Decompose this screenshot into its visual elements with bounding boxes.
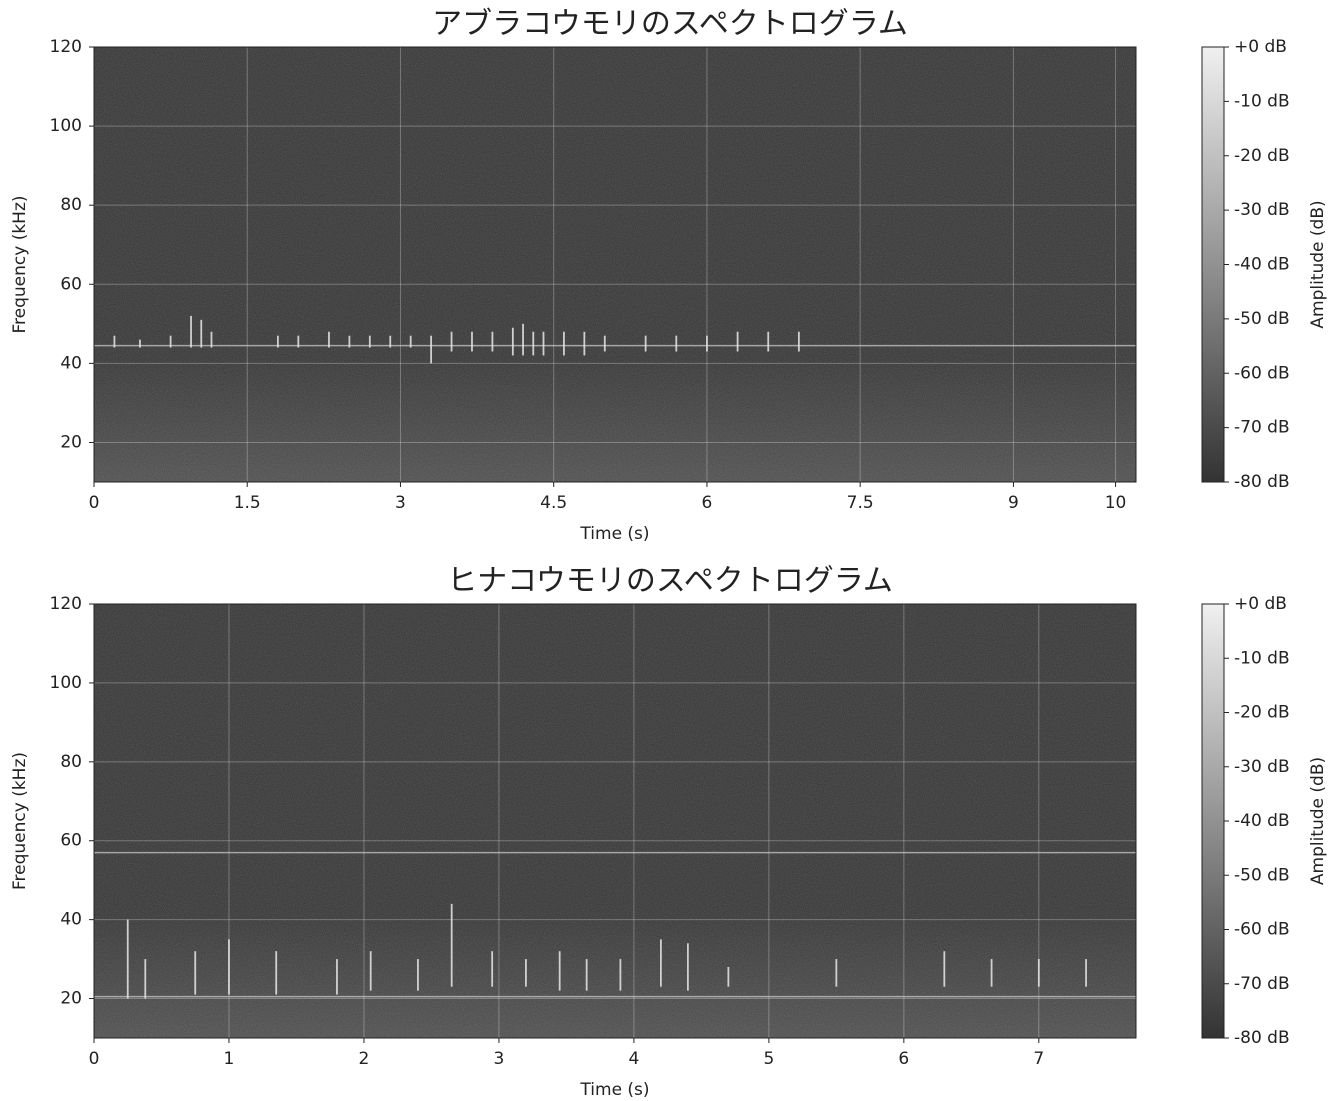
y-tick-label: 60 [60,831,82,851]
colorbar-tick-label: -80 dB [1234,472,1290,492]
colorbar-tick-label: +0 dB [1234,37,1287,57]
x-tick-label: 6 [898,1049,909,1069]
x-tick-label: 1 [224,1049,235,1069]
colorbar-tick-label: -40 dB [1234,811,1290,831]
colorbar-tick-label: -30 dB [1234,757,1290,777]
y-axis-label: Frequency (kHz) [10,195,30,333]
y-tick-label: 120 [50,594,82,614]
colorbar-tick-label: -30 dB [1234,200,1290,220]
x-tick-label: 6 [702,493,713,513]
x-tick-label: 10 [1105,493,1127,513]
y-axis-label: Frequency (kHz) [10,752,30,890]
colorbar-tick-label: -50 dB [1234,865,1290,885]
colorbar-tick-label: -10 dB [1234,91,1290,111]
colorbar-tick-label: -20 dB [1234,703,1290,723]
x-tick-label: 4 [628,1049,639,1069]
colorbar-tick-label: -40 dB [1234,255,1290,275]
chart-title: アブラコウモリのスペクトログラム [432,7,908,42]
colorbar-tick-label: -80 dB [1234,1028,1290,1048]
plot-frame [93,46,1137,483]
colorbar-tick-label: -50 dB [1234,309,1290,329]
colorbar-tick-label: -20 dB [1234,146,1290,166]
x-tick-label: 3 [494,1049,505,1069]
colorbar-tick-label: -70 dB [1234,418,1290,438]
x-tick-label: 5 [763,1049,774,1069]
low-frequency-band [94,360,1136,482]
colorbar-label: Amplitude (dB) [1308,757,1328,885]
colorbar [1201,46,1225,483]
plot-frame [93,603,1137,1039]
y-tick-label: 80 [60,752,82,772]
x-tick-label: 4.5 [540,493,567,513]
y-tick-label: 40 [60,910,82,930]
chart-title: ヒナコウモリのスペクトログラム [447,564,893,599]
y-tick-label: 80 [60,195,82,215]
y-tick-label: 20 [60,432,82,452]
x-tick-label: 7 [1033,1049,1044,1069]
low-frequency-band [94,916,1136,1038]
x-tick-label: 1.5 [234,493,261,513]
colorbar-tick-label: -60 dB [1234,920,1290,940]
y-tick-label: 20 [60,989,82,1009]
colorbar-tick-label: -70 dB [1234,974,1290,994]
y-tick-label: 60 [60,274,82,294]
y-tick-label: 100 [50,116,82,136]
colorbar [1201,603,1225,1039]
x-tick-label: 0 [89,1049,100,1069]
y-tick-label: 40 [60,353,82,373]
x-tick-label: 9 [1008,493,1019,513]
y-tick-label: 100 [50,673,82,693]
x-tick-label: 2 [359,1049,370,1069]
x-axis-label: Time (s) [579,524,649,544]
colorbar-tick-label: -60 dB [1234,363,1290,383]
x-tick-label: 3 [395,493,406,513]
y-tick-label: 120 [50,37,82,57]
x-tick-label: 0 [89,493,100,513]
x-axis-label: Time (s) [579,1080,649,1100]
colorbar-tick-label: -10 dB [1234,648,1290,668]
x-tick-label: 7.5 [847,493,874,513]
colorbar-tick-label: +0 dB [1234,594,1287,614]
colorbar-label: Amplitude (dB) [1308,200,1328,328]
